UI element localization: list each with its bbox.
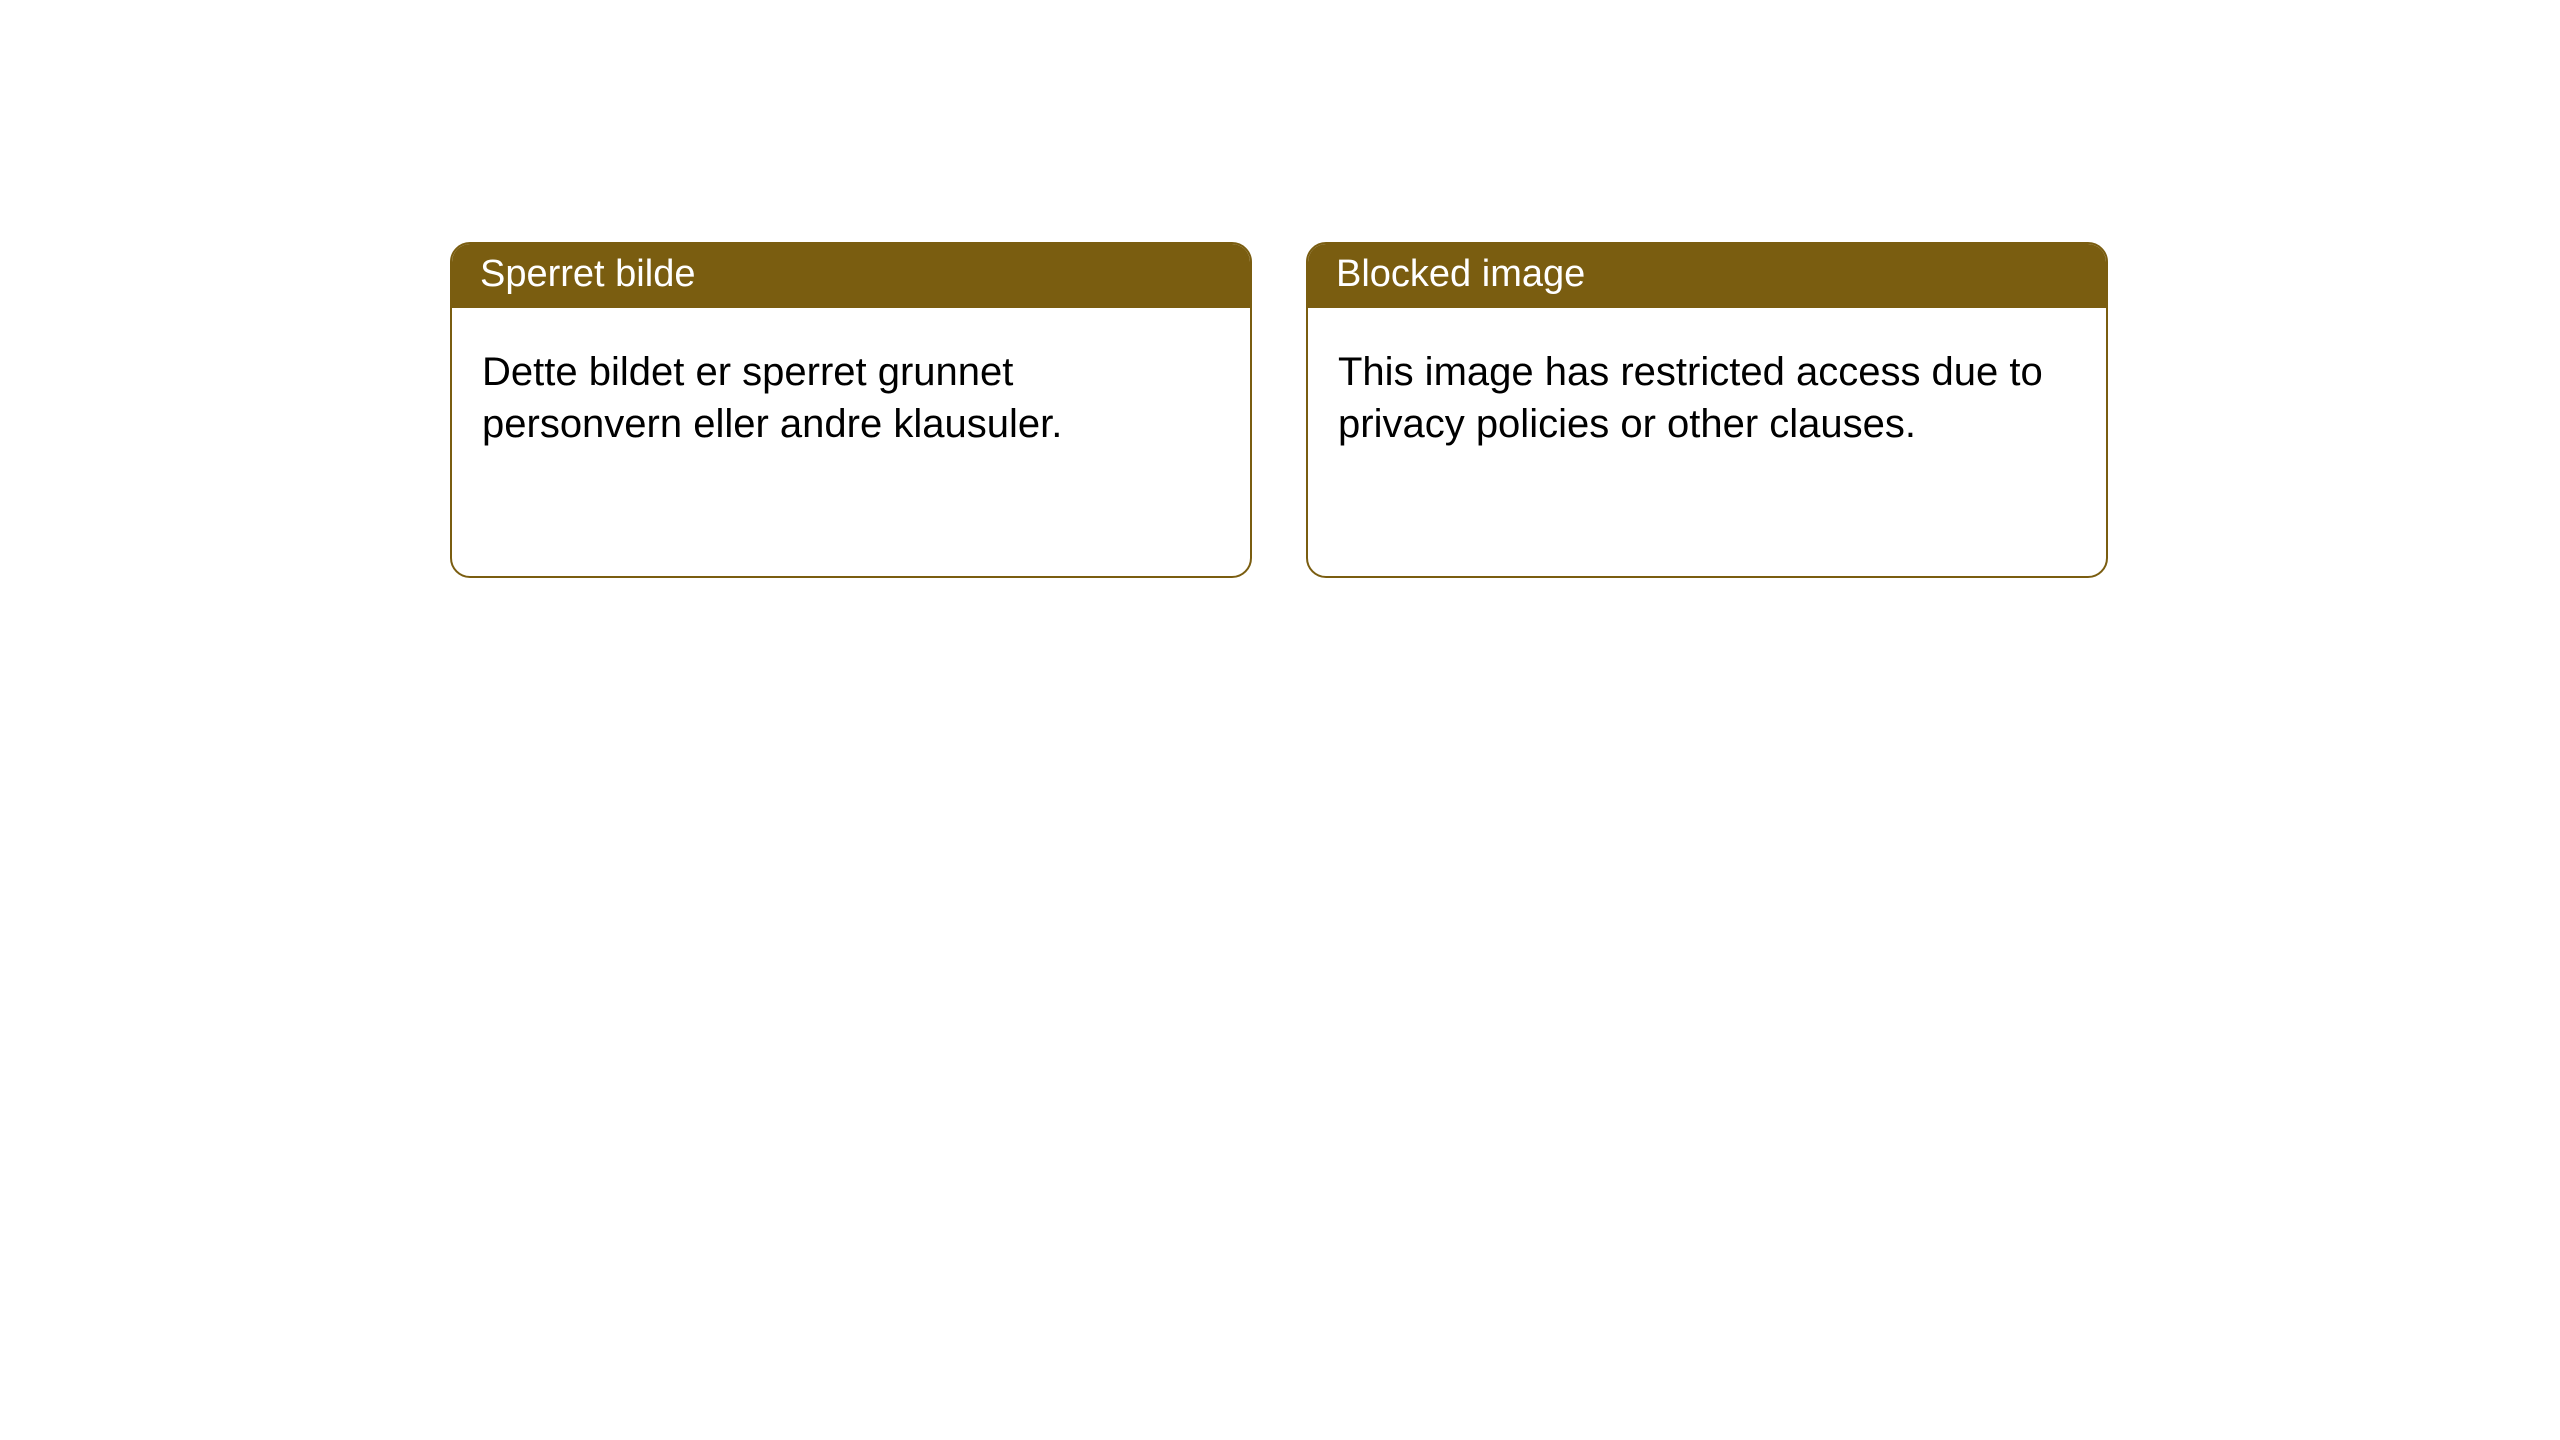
notice-body: Dette bildet er sperret grunnet personve… [452,308,1250,480]
notice-header: Sperret bilde [452,244,1250,308]
notice-card-norwegian: Sperret bilde Dette bildet er sperret gr… [450,242,1252,578]
notice-card-english: Blocked image This image has restricted … [1306,242,2108,578]
notice-header: Blocked image [1308,244,2106,308]
notice-container: Sperret bilde Dette bildet er sperret gr… [0,0,2560,578]
notice-body: This image has restricted access due to … [1308,308,2106,480]
